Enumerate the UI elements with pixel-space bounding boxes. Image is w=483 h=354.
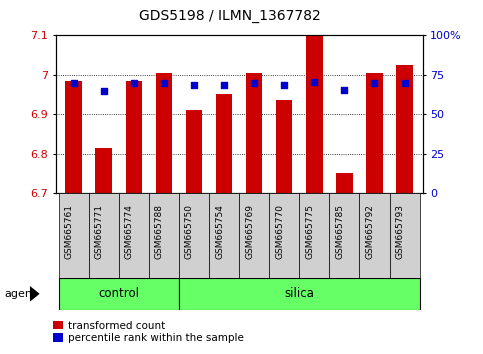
Point bbox=[250, 80, 258, 86]
Bar bbox=[239, 193, 269, 278]
Text: GSM665792: GSM665792 bbox=[366, 204, 374, 259]
Bar bbox=[58, 193, 89, 278]
Text: GSM665750: GSM665750 bbox=[185, 204, 194, 259]
Bar bbox=[306, 35, 323, 193]
Point bbox=[100, 88, 108, 93]
Bar bbox=[299, 193, 329, 278]
Text: silica: silica bbox=[284, 287, 314, 300]
Text: GSM665774: GSM665774 bbox=[125, 204, 134, 259]
Text: agent: agent bbox=[5, 289, 37, 299]
Text: GDS5198 / ILMN_1367782: GDS5198 / ILMN_1367782 bbox=[139, 9, 320, 23]
Text: GSM665775: GSM665775 bbox=[305, 204, 314, 259]
Point bbox=[70, 80, 77, 86]
Bar bbox=[65, 81, 82, 193]
Bar bbox=[156, 73, 172, 193]
Bar bbox=[216, 95, 232, 193]
Point bbox=[160, 80, 168, 86]
Bar bbox=[269, 193, 299, 278]
Bar bbox=[359, 193, 389, 278]
Bar bbox=[246, 73, 262, 193]
Point bbox=[190, 82, 198, 87]
Bar bbox=[96, 148, 112, 193]
Point bbox=[401, 81, 409, 86]
Text: GSM665761: GSM665761 bbox=[65, 204, 73, 259]
Bar bbox=[366, 73, 383, 193]
Text: GSM665793: GSM665793 bbox=[396, 204, 405, 259]
Bar bbox=[329, 193, 359, 278]
Text: GSM665770: GSM665770 bbox=[275, 204, 284, 259]
Legend: transformed count, percentile rank within the sample: transformed count, percentile rank withi… bbox=[51, 319, 246, 345]
Text: control: control bbox=[98, 287, 139, 300]
Bar bbox=[185, 110, 202, 193]
Bar bbox=[389, 193, 420, 278]
Bar bbox=[58, 278, 179, 310]
Bar bbox=[149, 193, 179, 278]
Point bbox=[130, 81, 138, 86]
Bar bbox=[336, 173, 353, 193]
Bar bbox=[396, 65, 413, 193]
Point bbox=[341, 87, 348, 93]
Point bbox=[220, 82, 228, 87]
Bar bbox=[179, 193, 209, 278]
Bar bbox=[179, 278, 420, 310]
Bar bbox=[126, 81, 142, 193]
Point bbox=[370, 80, 378, 86]
Point bbox=[311, 79, 318, 85]
Bar bbox=[119, 193, 149, 278]
Polygon shape bbox=[30, 286, 40, 302]
Bar bbox=[276, 101, 293, 193]
Text: GSM665788: GSM665788 bbox=[155, 204, 164, 259]
Bar bbox=[89, 193, 119, 278]
Text: GSM665769: GSM665769 bbox=[245, 204, 254, 259]
Bar bbox=[209, 193, 239, 278]
Text: GSM665785: GSM665785 bbox=[335, 204, 344, 259]
Text: GSM665771: GSM665771 bbox=[95, 204, 104, 259]
Point bbox=[280, 82, 288, 87]
Text: GSM665754: GSM665754 bbox=[215, 204, 224, 259]
